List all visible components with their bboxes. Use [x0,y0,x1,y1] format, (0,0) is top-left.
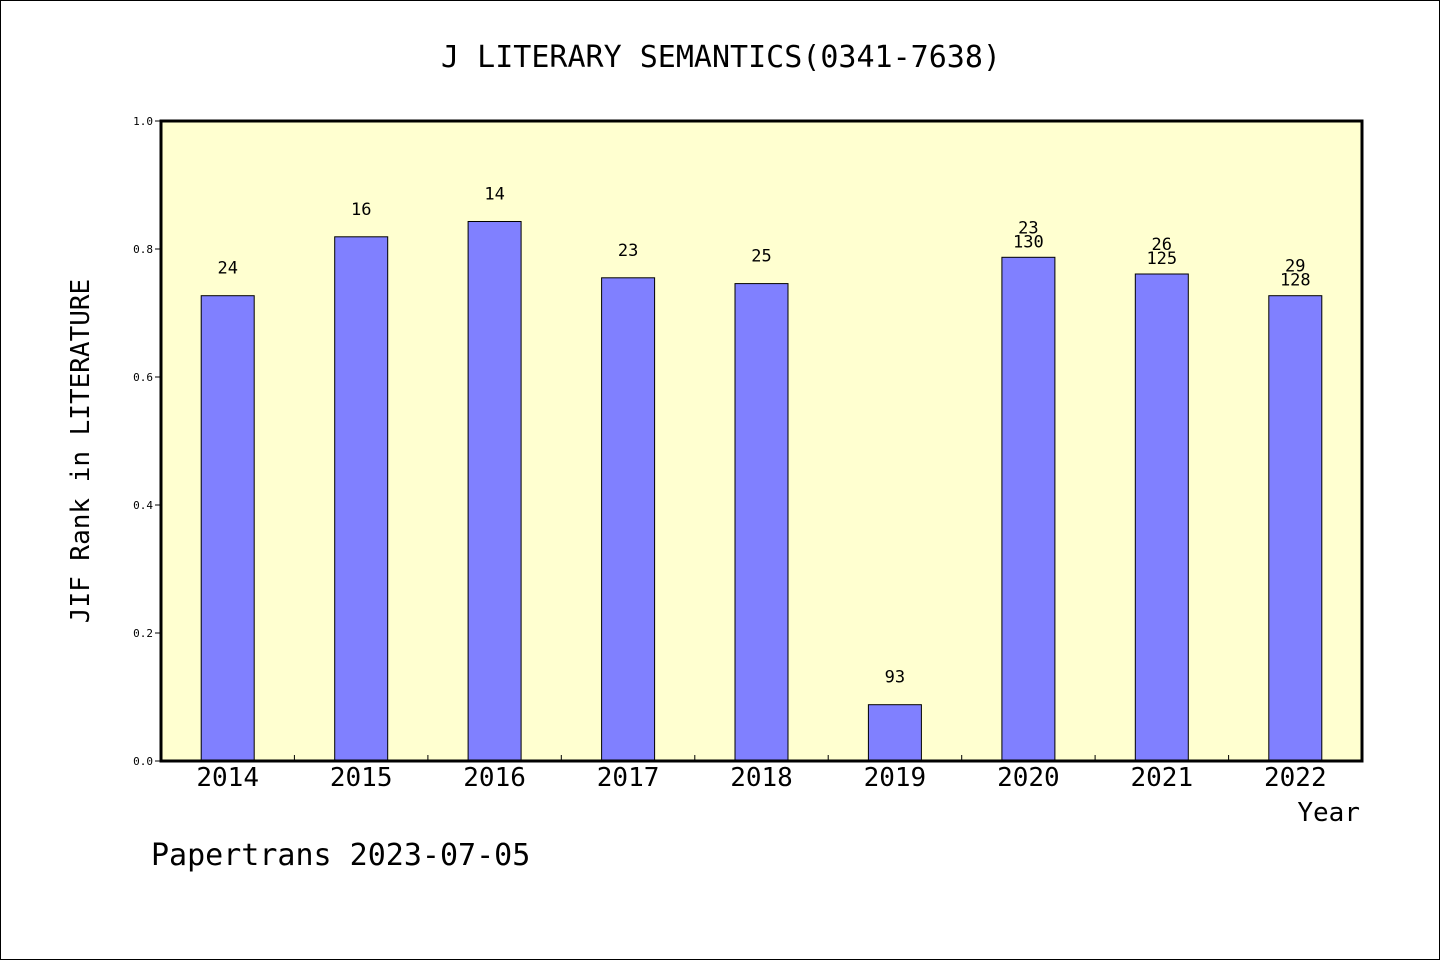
data-label-2019-1: 93 [885,668,905,688]
data-label-2016-1: 14 [484,185,504,205]
x-tick-label-2017: 2017 [597,763,660,793]
data-label-2014-1: 24 [217,259,237,279]
y-axis-ticks: 0.0 0.2 0.4 0.6 0.8 1.0 [133,115,161,768]
y-tick-label-3: 0.4 [133,499,153,512]
bar-2014 [200,295,255,762]
plot-frame [159,119,1364,763]
chart-title: J LITERARY SEMANTICS(0341-7638) [441,40,1001,75]
data-label-2021-1: 26 [1152,235,1172,255]
y-tick-label-5: 0.8 [133,243,153,256]
y-tick-label-1: 0.0 [133,755,153,768]
y-tick-label-6: 1.0 [133,115,153,128]
data-label-2015-1: 16 [351,200,371,220]
x-tick-label-2022: 2022 [1264,763,1327,793]
footer-text: Papertrans 2023-07-05 [151,838,530,873]
x-axis-ticks: 2014 2015 2016 2017 2018 2019 2020 2021 2022 [196,755,1327,793]
bar-2020 [1001,256,1056,762]
x-tick-label-2020: 2020 [997,763,1060,793]
x-axis-label: Year [1297,798,1360,828]
bar-2018 [734,283,789,762]
data-label-2022-1: 29 [1285,257,1305,277]
bar-2021 [1134,273,1189,762]
bar-2017 [601,277,656,762]
data-label-2021-2: 125 [1146,249,1177,269]
x-tick-label-2021: 2021 [1130,763,1193,793]
data-label-2018-1: 25 [751,247,771,267]
bar-2019 [867,704,922,762]
data-label-2017-1: 23 [618,241,638,261]
y-tick-label-4: 0.6 [133,371,153,384]
x-tick-label-2019: 2019 [864,763,927,793]
bar-2016 [467,221,522,762]
bars-layer [200,221,1323,762]
data-label-2020-2: 130 [1013,232,1044,252]
data-label-2020-1: 23 [1018,218,1038,238]
y-axis-label: JIF Rank in LITERATURE [66,279,96,623]
bar-2015 [334,236,389,762]
x-tick-label-2014: 2014 [196,763,259,793]
bar-2022 [1268,295,1323,762]
y-tick-label-2: 0.2 [133,627,153,640]
x-tick-label-2015: 2015 [330,763,393,793]
data-label-2022-2: 128 [1280,271,1311,291]
x-tick-label-2018: 2018 [730,763,793,793]
x-tick-label-2016: 2016 [463,763,526,793]
